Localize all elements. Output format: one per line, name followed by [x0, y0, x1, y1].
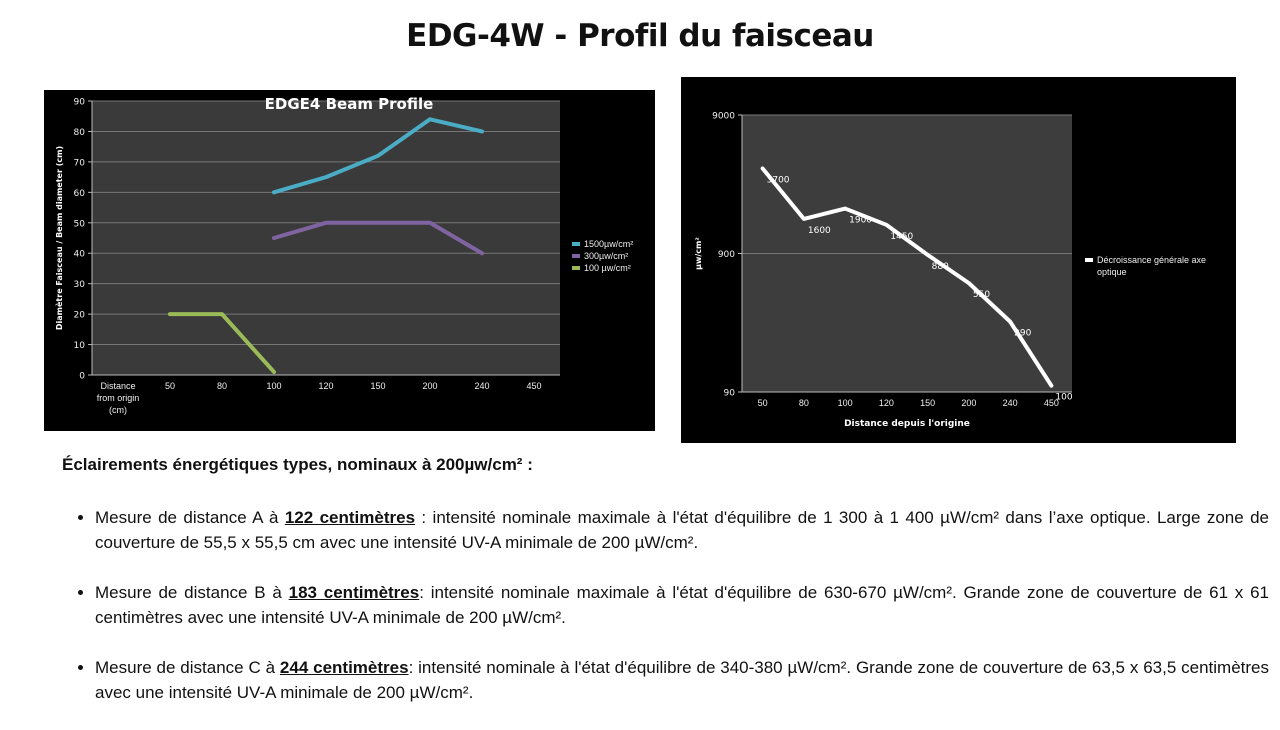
x-tick-label: 200 — [422, 381, 438, 391]
x-tick-label: 100 — [837, 398, 853, 408]
plot-area — [92, 101, 560, 375]
legend-label: 1500µw/cm² — [584, 239, 634, 249]
y-tick-label: 90 — [74, 98, 86, 108]
emphasis: 183 centimètres — [288, 583, 420, 602]
legend-swatch — [1085, 258, 1093, 262]
text: : intensité nominale maximale à l'état d… — [95, 508, 1269, 552]
y-tick-label: 900 — [718, 250, 735, 260]
data-label: 1900 — [849, 216, 872, 226]
y-tick-label: 30 — [74, 280, 86, 290]
x-tick-label: 450 — [526, 381, 542, 391]
data-label: 290 — [1014, 329, 1031, 339]
x-tick-label: 120 — [318, 381, 334, 391]
x-axis-label: Distance depuis l'origine — [844, 419, 970, 429]
chart: 90 900 9000 µw/cm² Distance depuis l'origine… — [681, 77, 1236, 443]
legend-label: 300µw/cm² — [584, 251, 629, 261]
line — [760, 166, 1054, 388]
x-tick-label: 100 — [266, 381, 282, 391]
legend-swatch — [572, 254, 580, 258]
x-tick-label: 450 — [1043, 398, 1059, 408]
y-tick-label: 40 — [74, 250, 86, 260]
y-tick-label: 0 — [79, 372, 85, 382]
x-tick-label: 240 — [1002, 398, 1018, 408]
y-tick-label: 90 — [724, 389, 736, 399]
chart-title: EDGE4 Beam Profile — [265, 95, 434, 113]
text: : intensité nominale maximale à l'état d… — [95, 583, 1270, 627]
x-tick-label: 80 — [216, 381, 227, 391]
line — [272, 220, 484, 256]
x-tick-label: 150 — [920, 398, 936, 408]
legend-swatch — [572, 266, 580, 270]
x-tick-label: 80 — [798, 398, 809, 408]
x-tick-label: 120 — [878, 398, 894, 408]
y-tick-label: 80 — [74, 128, 86, 138]
x-tick-label: 50 — [757, 398, 768, 408]
line — [272, 117, 484, 195]
data-label: 1600 — [808, 226, 831, 236]
x-tick-label: 240 — [474, 381, 490, 391]
y-tick-label: 20 — [74, 311, 86, 321]
data-label: 100 — [1055, 393, 1072, 403]
bullet: Mesure de distance B à 183 centimètres: … — [95, 580, 1269, 630]
y-axis-label: µw/cm² — [694, 237, 703, 270]
data-label: 550 — [973, 290, 990, 300]
heading: Éclairements énergétiques types, nominau… — [62, 455, 533, 474]
bullet: Mesure de distance C à 244 centimètres: … — [95, 655, 1269, 705]
x-tick-label: Distance from origin (cm) — [96, 381, 140, 415]
data-label: 880 — [932, 262, 949, 272]
chart: 0 10 20 30 40 50 60 70 80 90 EDGE4 Beam Profile Dia… — [44, 90, 655, 431]
x-tick-label: 50 — [164, 381, 175, 391]
legend-label: 100 µw/cm² — [584, 263, 631, 273]
text: Mesure de distance B à — [95, 583, 289, 602]
data-label: 3700 — [767, 175, 790, 185]
y-tick-label: 70 — [74, 158, 86, 168]
y-tick-label: 9000 — [712, 112, 735, 122]
legend-label: Décroissance générale axe optique — [1097, 255, 1207, 277]
bullet-list: Mesure de distance A à 122 centimètres :… — [62, 505, 1269, 730]
y-axis-label: Diamètre Faisceau / Beam diameter (cm) — [54, 146, 64, 330]
emphasis: 122 centimètres — [284, 508, 416, 527]
y-tick-label: 10 — [74, 341, 86, 351]
page-title: EDG-4W - Profil du faisceau — [406, 18, 874, 54]
data-label: 1450 — [890, 232, 913, 242]
emphasis: 244 centimètres — [279, 658, 409, 677]
x-tick-label: 200 — [961, 398, 977, 408]
x-tick-label: 150 — [370, 381, 386, 391]
text: Mesure de distance A à — [95, 508, 285, 527]
chart-svg: 90 900 9000 µw/cm² Distance depuis l'origine… — [694, 112, 1093, 429]
text: Mesure de distance C à — [95, 658, 280, 677]
y-tick-label: 60 — [74, 189, 86, 199]
y-tick-label: 50 — [74, 219, 86, 229]
legend-swatch — [572, 242, 580, 246]
bullet: Mesure de distance A à 122 centimètres :… — [95, 505, 1269, 555]
line — [168, 312, 276, 374]
text: : intensité nominale à l'état d'équilibr… — [95, 658, 1269, 702]
chart-svg: 0 10 20 30 40 50 60 70 80 90 EDGE4 Beam Profile Dia… — [54, 95, 580, 382]
